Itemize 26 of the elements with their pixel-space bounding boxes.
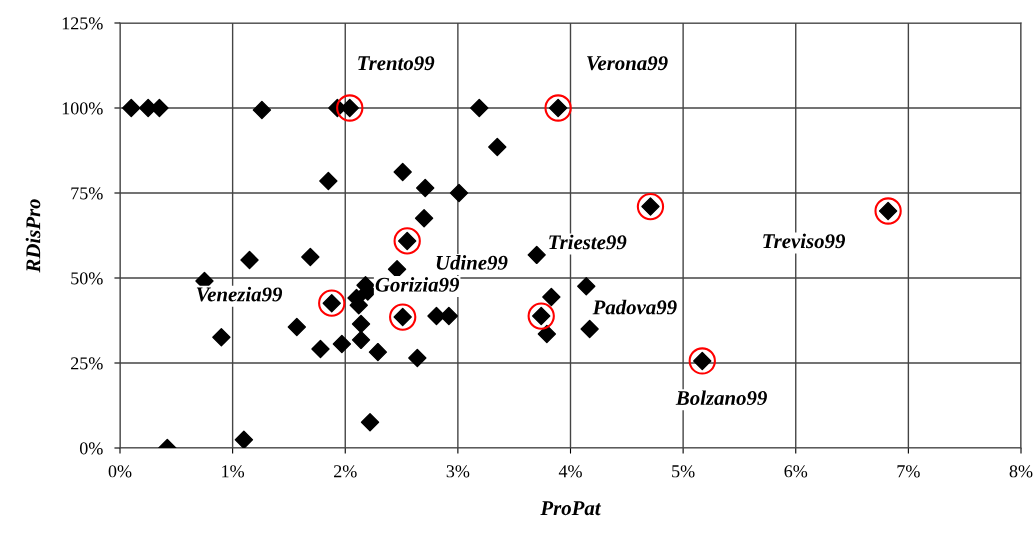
y-tick-label: 100%: [62, 102, 103, 115]
annotation: Udine99: [436, 255, 508, 270]
x-axis-title: ProPat: [540, 501, 602, 516]
annotation: Trento99: [358, 56, 435, 71]
x-tick-label: 0%: [108, 465, 132, 478]
x-tick-label: 4%: [558, 465, 582, 478]
x-tick-label: 8%: [1009, 465, 1033, 478]
y-tick-label: 0%: [79, 442, 103, 455]
annotation: Treviso99: [763, 233, 846, 249]
x-tick-label: 2%: [334, 465, 357, 478]
annotation: Gorizia99: [375, 277, 460, 292]
annotation: Venezia99: [196, 286, 283, 302]
x-tick-label: 6%: [784, 465, 808, 478]
y-tick-label: 25%: [71, 357, 103, 370]
x-tick-label: 5%: [672, 465, 695, 478]
y-tick-label: 125%: [62, 17, 103, 30]
x-tick-label: 7%: [897, 465, 920, 478]
y-tick-label: 75%: [71, 187, 103, 200]
x-tick-label: 1%: [222, 465, 245, 478]
annotation: Trieste99: [549, 234, 627, 250]
y-tick-label: 50%: [71, 272, 103, 285]
annotation: Bolzano99: [675, 390, 767, 406]
y-axis-title: RDisPro: [25, 199, 41, 273]
annotation: Padova99: [592, 299, 677, 315]
x-tick-label: 3%: [446, 465, 470, 478]
annotation: Verona99: [587, 56, 668, 71]
